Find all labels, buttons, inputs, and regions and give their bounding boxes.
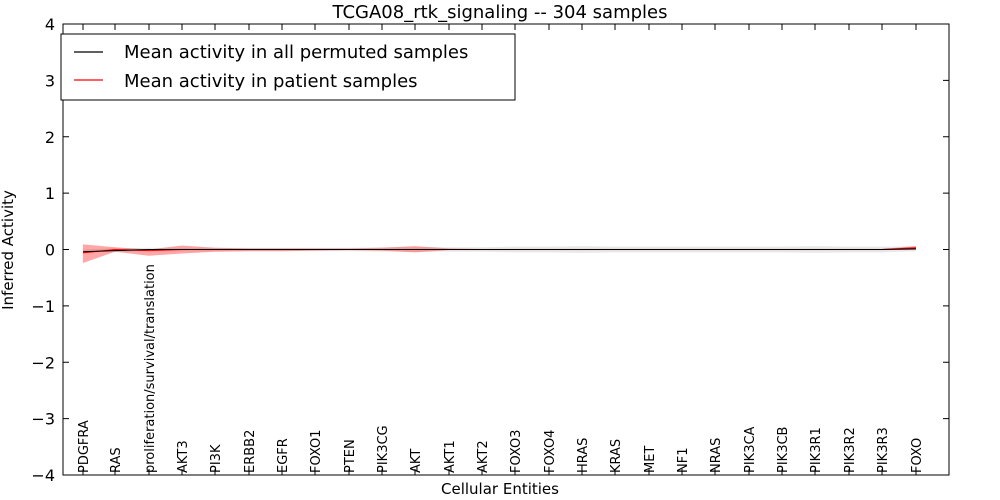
x-tick-label: NF1 <box>676 448 691 473</box>
x-tick-label: PI3K <box>209 444 224 473</box>
x-tick-label: FOXO3 <box>509 430 524 473</box>
x-tick-label: EGFR <box>276 438 291 473</box>
x-axis: PDGFRA RAS proliferation/survival/translat… <box>77 24 925 475</box>
x-tick-label: PIK3CA <box>743 426 758 473</box>
y-tick-label: 2 <box>45 128 55 147</box>
x-tick-label: FOXO4 <box>543 430 558 473</box>
x-tick-label: AKT3 <box>176 440 191 473</box>
x-tick-label: PTEN <box>343 439 358 473</box>
x-tick-label: AKT1 <box>443 440 458 473</box>
y-tick-label: 0 <box>45 241 55 260</box>
x-tick-label: PIK3CG <box>376 425 391 473</box>
y-axis: 4 3 2 1 0 −1 −2 −3 −4 <box>31 15 949 485</box>
series-line-permuted <box>82 248 917 253</box>
x-tick-label: proliferation/survival/translation <box>143 264 158 473</box>
x-tick-label: FOXO <box>910 438 925 473</box>
x-tick-label: PDGFRA <box>77 420 92 473</box>
x-tick-label: RAS <box>109 447 124 473</box>
y-tick-label: 1 <box>45 184 55 203</box>
x-tick-label: PIK3R1 <box>809 427 824 473</box>
y-tick-label: 3 <box>45 71 55 90</box>
x-tick-label: FOXO1 <box>309 430 324 473</box>
chart-title: TCGA08_rtk_signaling -- 304 samples <box>332 2 668 23</box>
legend: Mean activity in all permuted samples Me… <box>60 33 516 101</box>
legend-entry-permuted: Mean activity in all permuted samples <box>124 42 468 63</box>
x-tick-label: HRAS <box>576 438 591 473</box>
x-tick-label: KRAS <box>609 439 624 473</box>
x-tick-label: NRAS <box>709 438 724 473</box>
x-tick-label: PIK3CB <box>776 427 791 473</box>
x-tick-label: MET <box>643 446 658 473</box>
y-tick-label: −2 <box>31 353 55 372</box>
x-tick-label: ERBB2 <box>243 430 258 473</box>
x-axis-label: Cellular Entities <box>441 480 559 498</box>
y-tick-label: −4 <box>31 466 55 485</box>
y-tick-label: 4 <box>45 15 55 34</box>
x-tick-label: AKT2 <box>476 440 491 473</box>
x-tick-label: PIK3R2 <box>843 427 858 473</box>
legend-box <box>60 33 516 101</box>
y-axis-label: Inferred Activity <box>0 190 17 310</box>
legend-entry-patient: Mean activity in patient samples <box>124 71 418 92</box>
x-tick-label: AKT <box>409 449 424 473</box>
series-lines <box>82 247 917 254</box>
x-tick-label: PIK3R3 <box>876 427 891 473</box>
y-tick-label: −1 <box>31 297 55 316</box>
y-tick-label: −3 <box>31 410 55 429</box>
